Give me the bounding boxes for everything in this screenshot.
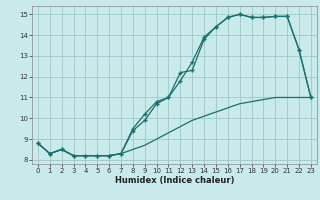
X-axis label: Humidex (Indice chaleur): Humidex (Indice chaleur): [115, 176, 234, 185]
